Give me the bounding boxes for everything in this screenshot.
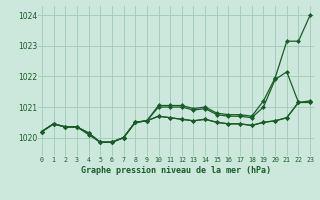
X-axis label: Graphe pression niveau de la mer (hPa): Graphe pression niveau de la mer (hPa): [81, 166, 271, 175]
